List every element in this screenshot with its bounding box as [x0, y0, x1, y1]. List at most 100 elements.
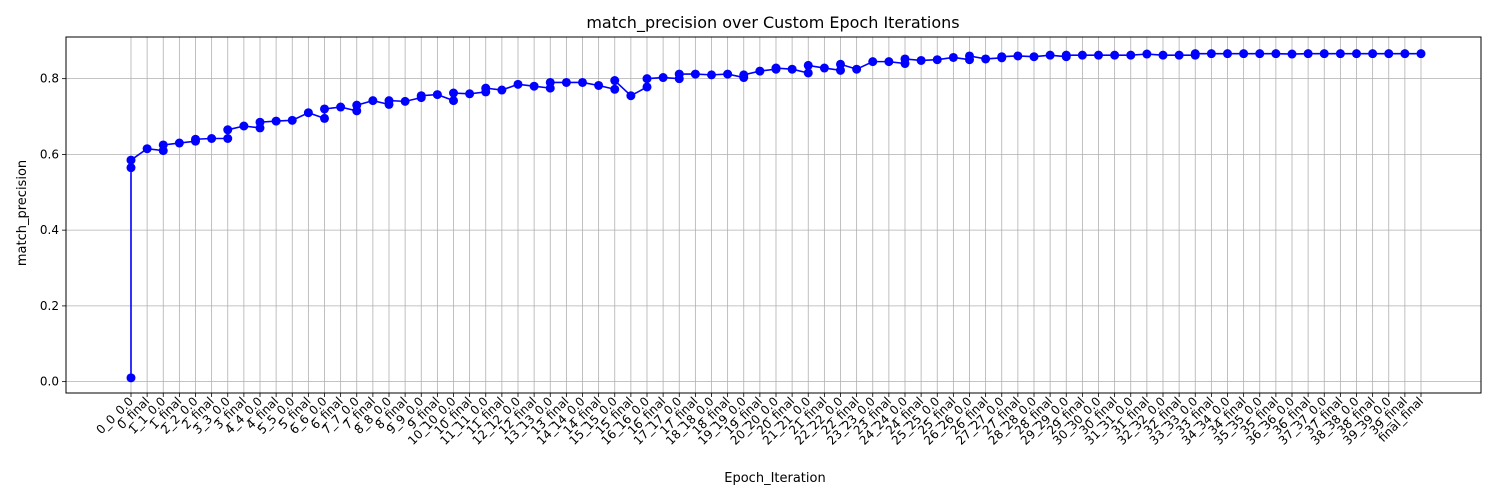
data-point: [1013, 51, 1023, 61]
data-point: [271, 116, 281, 126]
data-point: [997, 52, 1007, 62]
data-point: [1287, 49, 1297, 59]
data-point: [932, 55, 942, 65]
data-point: [336, 102, 346, 112]
data-point: [416, 91, 426, 101]
data-point: [1416, 49, 1426, 59]
data-point: [868, 57, 878, 67]
data-point: [1335, 49, 1345, 59]
y-tick-label: 0.8: [40, 72, 59, 86]
data-point: [1400, 49, 1410, 59]
data-point: [223, 125, 233, 135]
data-point: [1271, 49, 1281, 59]
data-point: [723, 69, 733, 79]
data-point: [803, 60, 813, 70]
data-point: [158, 140, 168, 150]
data-point: [239, 121, 249, 131]
y-tick-label: 0.6: [40, 147, 59, 161]
data-point: [658, 73, 668, 83]
data-point: [1142, 49, 1152, 59]
data-point: [513, 79, 523, 89]
data-point: [545, 77, 555, 87]
data-point: [1158, 50, 1168, 60]
data-point: [642, 82, 652, 92]
data-point: [368, 96, 378, 106]
y-axis-label: match_precision: [15, 160, 30, 266]
chart-title: match_precision over Custom Epoch Iterat…: [586, 13, 959, 33]
data-point: [610, 76, 620, 86]
data-point: [1126, 50, 1136, 60]
data-point: [852, 64, 862, 74]
data-point: [916, 55, 926, 65]
data-point: [320, 113, 329, 123]
data-point: [836, 59, 845, 69]
data-point: [174, 138, 184, 148]
series-polyline: [130, 52, 1421, 378]
data-point: [1206, 49, 1216, 59]
data-point: [529, 81, 539, 91]
series-line: [130, 52, 1421, 378]
data-point: [965, 51, 974, 61]
data-point: [449, 88, 458, 98]
plot-frame: [65, 36, 1482, 394]
data-point: [707, 70, 716, 80]
data-point: [1110, 50, 1120, 60]
data-point: [303, 108, 313, 118]
data-point: [223, 134, 233, 143]
data-point: [1094, 50, 1103, 60]
data-point: [642, 74, 652, 84]
data-point: [126, 155, 136, 165]
y-axis-ticks: 0.0 0.2 0.4 0.6 0.8: [40, 72, 66, 389]
data-point: [610, 84, 620, 94]
data-point: [352, 100, 362, 110]
data-point: [803, 68, 813, 78]
data-point: [1239, 49, 1249, 59]
data-point: [1061, 50, 1071, 60]
data-point: [1368, 49, 1378, 59]
data-point: [497, 85, 507, 95]
data-point: [1174, 50, 1184, 60]
data-point: [126, 373, 136, 383]
data-point: [948, 52, 958, 62]
data-point: [126, 163, 136, 173]
data-point: [400, 96, 410, 106]
data-point: [1352, 49, 1361, 59]
series-markers: [126, 49, 1426, 383]
data-point: [384, 96, 394, 106]
data-point: [1045, 50, 1055, 60]
data-point: [432, 90, 442, 100]
data-point: [755, 66, 765, 76]
grid-lines: [66, 37, 1481, 393]
data-point: [1384, 49, 1394, 59]
data-point: [1029, 52, 1039, 62]
data-point: [1223, 49, 1232, 59]
x-axis-ticks: 0_0_0.00_final1_1_0.01_final2_2_0.02_fin…: [93, 393, 1426, 448]
data-point: [142, 144, 152, 154]
x-axis-label: Epoch_Iteration: [724, 471, 825, 486]
data-point: [884, 57, 894, 67]
data-point: [674, 69, 684, 79]
data-point: [1190, 49, 1200, 59]
data-point: [578, 77, 587, 87]
data-point: [900, 54, 910, 64]
data-point: [981, 54, 991, 64]
data-point: [626, 91, 636, 101]
data-point: [465, 89, 475, 99]
data-point: [1319, 49, 1329, 59]
data-point: [1303, 49, 1313, 59]
y-tick-label: 0.4: [40, 223, 59, 237]
y-tick-label: 0.0: [40, 375, 59, 389]
data-point: [255, 117, 265, 127]
data-point: [561, 77, 571, 87]
data-point: [594, 80, 604, 90]
data-point: [819, 63, 829, 73]
data-point: [320, 104, 329, 114]
data-point: [1255, 49, 1265, 59]
data-point: [690, 69, 700, 79]
data-point: [771, 63, 781, 73]
data-point: [787, 64, 797, 74]
data-point: [207, 134, 217, 143]
data-point: [449, 96, 458, 106]
